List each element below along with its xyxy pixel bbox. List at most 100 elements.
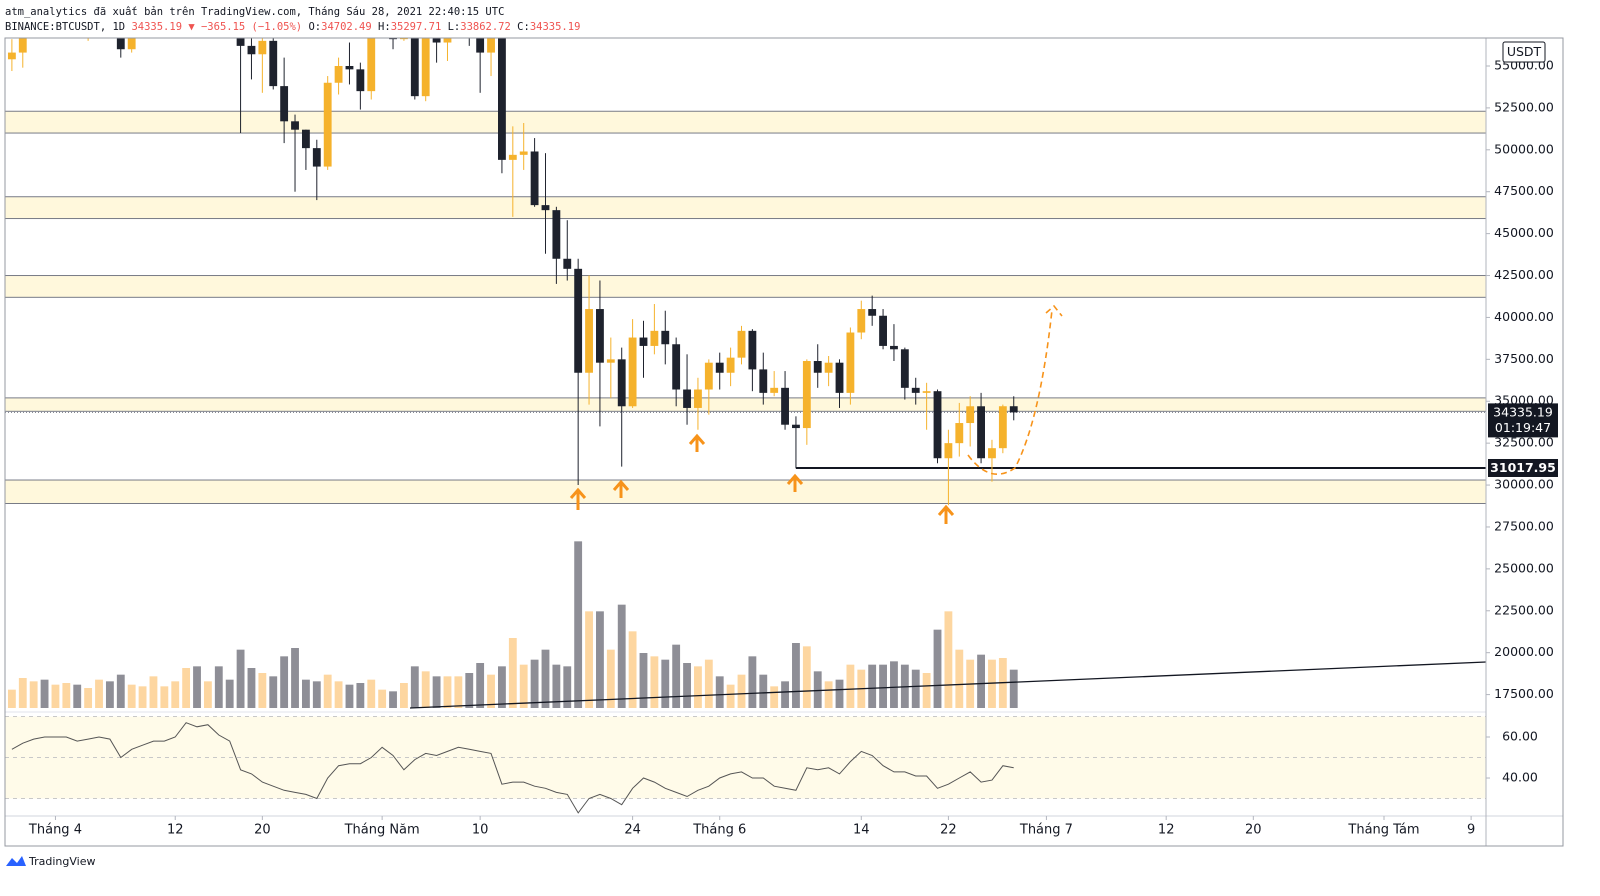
x-tick-label: 12 [167, 823, 184, 838]
candle-body [759, 369, 768, 393]
volume-bar [606, 649, 615, 708]
volume-bar [73, 684, 82, 708]
level-label: 31017.95 [1490, 460, 1556, 475]
arrow [688, 433, 706, 452]
volume-bar [890, 661, 898, 708]
volume-bar [530, 659, 539, 708]
x-tick-label: Tháng 4 [28, 823, 82, 838]
volume-bar [51, 684, 60, 708]
y-tick-label: 37500.00 [1494, 351, 1554, 366]
volume-bar [214, 666, 223, 708]
candle-body [552, 210, 561, 259]
volume-bar [726, 684, 735, 708]
candle-body [84, 12, 92, 30]
volume-bar [552, 664, 561, 708]
volume-bar [704, 659, 713, 708]
volume-bar [105, 681, 114, 708]
volume-bar [323, 674, 332, 708]
candle-body [574, 268, 583, 373]
x-tick-label: Tháng 7 [1019, 823, 1073, 838]
candle-body [367, 38, 376, 92]
symbol-line: BINANCE:BTCUSDT, 1D 34335.19 ▼ −365.15 (… [5, 21, 580, 33]
y-tick-label: 50000.00 [1494, 141, 1554, 156]
volume-bar [911, 669, 920, 708]
candle-body [519, 151, 528, 155]
candle-body [62, 1, 70, 4]
candle-body [1009, 406, 1018, 413]
currency: USDT [1507, 44, 1542, 59]
candle-body [334, 65, 343, 83]
y-tick-label: 17500.00 [1494, 686, 1554, 701]
candle-body [617, 359, 626, 407]
candle-body [792, 424, 800, 429]
candle-body [258, 40, 267, 55]
volume-bar [661, 659, 670, 708]
volume-bar [868, 664, 877, 708]
candle-body [73, 1, 81, 31]
volume-bar [944, 611, 953, 708]
y-tick-label: 32500.00 [1494, 435, 1554, 450]
h-label: H: [378, 21, 391, 33]
volume-bar [596, 611, 604, 708]
candle-body [356, 69, 365, 92]
y-tick-label: 42500.00 [1494, 267, 1554, 282]
volume-bar [519, 664, 528, 708]
rsi-line [11, 722, 1014, 814]
candle-body [890, 345, 898, 350]
x-tick-label: 10 [472, 823, 489, 838]
candle-body [487, 38, 495, 53]
x-tick-label: 24 [624, 823, 641, 838]
frame [4, 37, 1564, 847]
candle-body [52, 4, 60, 5]
y-tick-label: 25000.00 [1494, 560, 1554, 575]
logo: TradingView [6, 855, 95, 868]
candle-body [650, 330, 659, 346]
projection [967, 304, 1063, 475]
candle-body [454, 1, 462, 26]
logo-icon [6, 856, 26, 866]
candle-body [41, 2, 49, 4]
rsi-tick-label: 40.00 [1502, 770, 1538, 785]
volume-bar [694, 666, 702, 708]
volume-bar [29, 681, 38, 708]
candle-body [857, 309, 866, 333]
zone [5, 196, 1486, 220]
candle-body [95, 0, 103, 12]
y-tick-label: 40000.00 [1494, 309, 1554, 324]
volume-bar [802, 646, 811, 708]
candle-body [835, 362, 844, 393]
candle-body [139, 14, 147, 15]
volume-bar [443, 676, 452, 708]
volume-bar [563, 666, 572, 708]
volume-bar [7, 689, 16, 708]
candle-body [933, 391, 942, 459]
volume-bar [138, 686, 147, 708]
candle-body [998, 406, 1007, 449]
volume-bar [334, 681, 343, 708]
candle-body [606, 359, 615, 363]
candle-body [30, 2, 38, 22]
volume-bar [465, 673, 474, 708]
publisher-line: atm_analytics đã xuất bản trên TradingVi… [5, 6, 505, 18]
candle-body [846, 332, 855, 393]
currency-box [1502, 41, 1546, 63]
arrows [569, 304, 1063, 524]
zone [5, 110, 1486, 134]
axes: 17500.00 20000.00 22500.00 25000.00 27500.00… [28, 57, 1554, 837]
candle-body [585, 309, 593, 373]
candle-body [596, 309, 604, 363]
volume-bar [203, 681, 212, 708]
volume-bar [62, 683, 71, 708]
last-price-label: 34335.19 [1493, 404, 1553, 419]
volume-bar [182, 668, 191, 708]
volume-bar [1009, 669, 1018, 708]
volume-bar [574, 541, 583, 708]
volume-bar [193, 666, 201, 708]
volume-bar [988, 659, 996, 708]
volume-bar [748, 656, 757, 708]
candle-body [127, 38, 136, 50]
rsi-tick-label: 60.00 [1502, 729, 1538, 744]
candle-body [737, 330, 746, 358]
